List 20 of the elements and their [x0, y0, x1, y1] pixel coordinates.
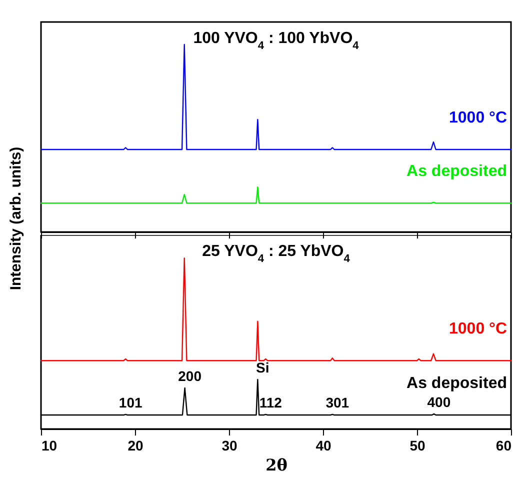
series-label: 1000 °C [449, 320, 508, 338]
annotation: 112 [259, 394, 282, 410]
x-tick-label: 40 [316, 438, 332, 454]
x-tick-label: 30 [222, 438, 238, 454]
annotation: 101 [118, 394, 142, 410]
x-axis-title: 2θ [266, 456, 288, 474]
x-tick-label: 60 [496, 438, 512, 454]
annotation: Si [256, 359, 270, 376]
x-tick-label: 10 [42, 438, 58, 454]
series-label: As deposited [406, 163, 507, 180]
annotation: 400 [427, 394, 451, 410]
series-label: As deposited [406, 374, 507, 392]
annotation: 301 [326, 394, 350, 410]
series-label: 1000 °C [449, 110, 508, 126]
chart-title: 25 YVO$_{4}$ : 25 YbVO$_{4}$ [202, 243, 351, 265]
x-tick-label: 50 [410, 438, 426, 454]
y-axis-title: Intensity (arb. units) [8, 146, 24, 292]
chart-title: 100 YVO$_{4}$ : 100 YbVO$_{4}$ [193, 30, 360, 52]
x-tick-label: 20 [128, 438, 144, 454]
annotation: 200 [178, 368, 202, 384]
